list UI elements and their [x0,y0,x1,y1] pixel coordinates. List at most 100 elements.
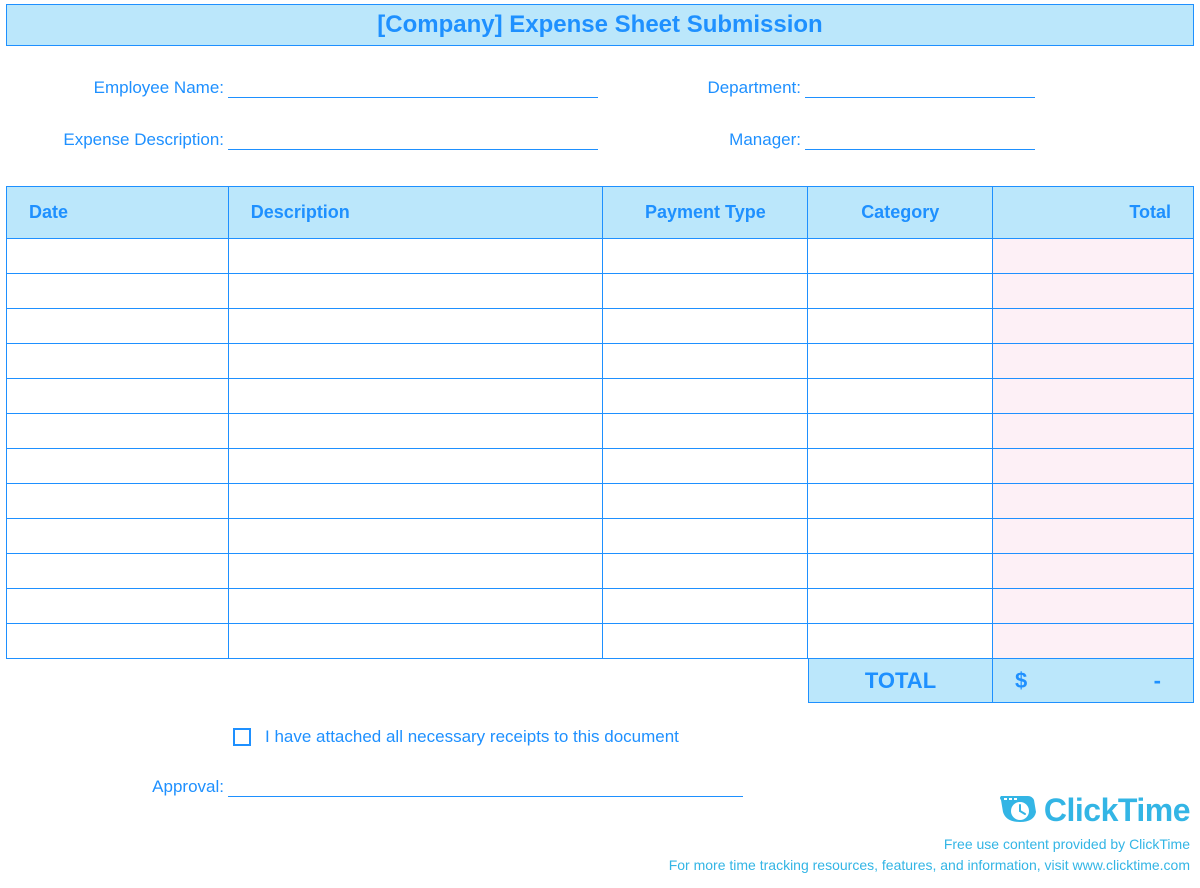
total-amount: - [1154,668,1161,694]
table-cell[interactable] [603,344,808,379]
table-cell[interactable] [603,484,808,519]
table-cell[interactable] [603,519,808,554]
table-cell[interactable] [993,624,1194,659]
table-cell[interactable] [808,624,993,659]
table-cell[interactable] [228,309,603,344]
table-cell[interactable] [808,589,993,624]
table-cell[interactable] [808,519,993,554]
table-cell[interactable] [993,519,1194,554]
table-cell[interactable] [808,239,993,274]
manager-field: Manager: [678,128,1035,150]
table-cell[interactable] [993,554,1194,589]
table-cell[interactable] [808,344,993,379]
col-date: Date [7,187,229,239]
employee-name-input[interactable] [228,76,598,98]
expense-description-field: Expense Description: [6,128,598,150]
table-cell[interactable] [993,379,1194,414]
table-cell[interactable] [228,379,603,414]
table-cell[interactable] [228,414,603,449]
table-cell[interactable] [228,344,603,379]
clicktime-brand-text: ClickTime [1044,792,1190,829]
table-cell[interactable] [808,274,993,309]
table-cell[interactable] [993,589,1194,624]
table-cell[interactable] [7,309,229,344]
table-row [7,624,1194,659]
department-field: Department: [678,76,1035,98]
expense-description-label: Expense Description: [6,130,228,150]
employee-name-label: Employee Name: [6,78,228,98]
department-input[interactable] [805,76,1035,98]
receipts-checkbox[interactable] [233,728,251,746]
table-cell[interactable] [993,344,1194,379]
expense-table: Date Description Payment Type Category T… [6,186,1194,659]
manager-input[interactable] [805,128,1035,150]
table-cell[interactable] [228,449,603,484]
footer-line-1: Free use content provided by ClickTime [669,835,1190,855]
footer-line-2: For more time tracking resources, featur… [669,856,1190,876]
table-cell[interactable] [7,379,229,414]
clicktime-icon [998,794,1038,826]
table-cell[interactable] [603,624,808,659]
table-cell[interactable] [603,309,808,344]
clicktime-logo: ClickTime [669,792,1190,829]
table-cell[interactable] [603,274,808,309]
table-cell[interactable] [228,239,603,274]
col-payment-type: Payment Type [603,187,808,239]
table-cell[interactable] [7,554,229,589]
receipts-checkbox-row: I have attached all necessary receipts t… [6,727,1194,747]
table-row [7,519,1194,554]
table-cell[interactable] [7,239,229,274]
table-cell[interactable] [7,484,229,519]
table-cell[interactable] [228,624,603,659]
approval-input[interactable] [228,775,743,797]
table-cell[interactable] [993,484,1194,519]
table-cell[interactable] [7,624,229,659]
table-cell[interactable] [603,589,808,624]
table-cell[interactable] [7,274,229,309]
table-cell[interactable] [808,414,993,449]
table-cell[interactable] [7,414,229,449]
table-cell[interactable] [603,414,808,449]
table-cell[interactable] [808,309,993,344]
col-category: Category [808,187,993,239]
footer: ClickTime Free use content provided by C… [669,792,1190,878]
expense-description-input[interactable] [228,128,598,150]
total-label: TOTAL [808,659,993,703]
table-cell[interactable] [228,554,603,589]
table-row [7,274,1194,309]
col-total: Total [993,187,1194,239]
table-cell[interactable] [228,519,603,554]
table-cell[interactable] [228,484,603,519]
total-row: TOTAL $ - [6,659,1194,703]
table-cell[interactable] [993,309,1194,344]
table-row [7,379,1194,414]
table-row [7,309,1194,344]
table-cell[interactable] [808,554,993,589]
table-row [7,554,1194,589]
form-fields-section: Employee Name: Department: Expense Descr… [6,46,1194,186]
table-header-row: Date Description Payment Type Category T… [7,187,1194,239]
table-cell[interactable] [993,414,1194,449]
receipts-checkbox-label: I have attached all necessary receipts t… [265,727,679,747]
table-cell[interactable] [808,449,993,484]
table-cell[interactable] [993,239,1194,274]
table-cell[interactable] [808,379,993,414]
table-row [7,344,1194,379]
table-cell[interactable] [603,449,808,484]
table-cell[interactable] [7,344,229,379]
table-cell[interactable] [7,519,229,554]
table-cell[interactable] [228,589,603,624]
table-cell[interactable] [228,274,603,309]
table-cell[interactable] [7,449,229,484]
table-cell[interactable] [993,274,1194,309]
table-cell[interactable] [603,379,808,414]
table-row [7,414,1194,449]
table-cell[interactable] [7,589,229,624]
table-cell[interactable] [808,484,993,519]
table-cell[interactable] [603,554,808,589]
table-cell[interactable] [603,239,808,274]
page-title: [Company] Expense Sheet Submission [6,4,1194,46]
table-cell[interactable] [993,449,1194,484]
employee-name-field: Employee Name: [6,76,598,98]
total-currency: $ [1015,668,1027,694]
